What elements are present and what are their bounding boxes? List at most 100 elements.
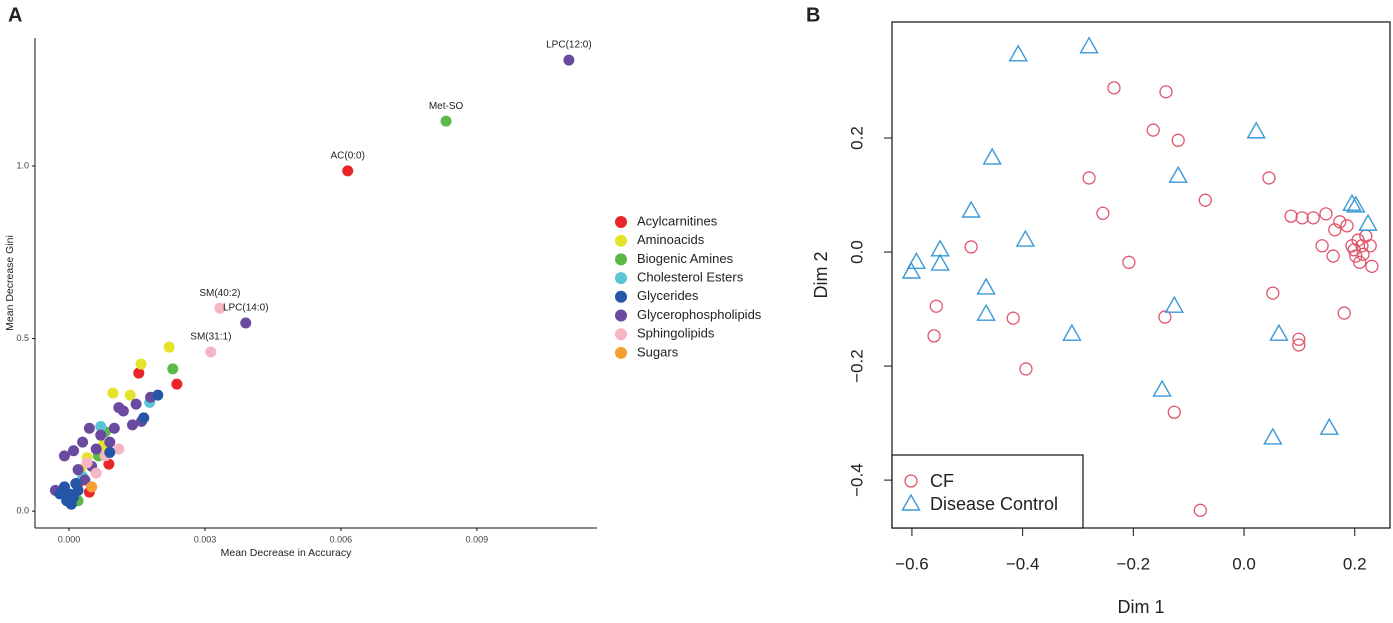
circle-point [1347, 243, 1361, 257]
circle-point [1193, 503, 1207, 517]
circle-point [1359, 229, 1373, 243]
circle-point [1284, 209, 1298, 223]
legend-label: Disease Control [930, 494, 1058, 514]
point [86, 481, 98, 493]
point [113, 443, 125, 455]
point [107, 387, 119, 399]
circle-point [1337, 306, 1351, 320]
x-axis-title: Dim 1 [1117, 597, 1164, 617]
point [126, 419, 138, 431]
point [138, 412, 150, 424]
point [104, 446, 116, 458]
point [70, 477, 82, 489]
point [135, 358, 147, 370]
legend-swatch [615, 346, 627, 359]
point [440, 115, 452, 127]
y-tick-label: −0.4 [847, 463, 866, 497]
circle-point [1096, 206, 1110, 220]
circle-point [1146, 123, 1160, 137]
legend-box [891, 454, 1084, 529]
legend-label: Cholesterol Esters [637, 270, 744, 285]
circle-point [1365, 259, 1379, 273]
point [90, 443, 102, 455]
circle-point [1295, 211, 1309, 225]
x-tick-label: −0.4 [1006, 554, 1040, 573]
point [130, 398, 142, 410]
x-tick-label: 0.000 [58, 534, 81, 544]
triangle-point [1346, 195, 1366, 213]
point [133, 367, 145, 379]
circle-point [1292, 338, 1306, 352]
circle-point [1171, 133, 1185, 147]
circle-point [1292, 332, 1306, 346]
point [108, 422, 120, 434]
circle-point [1266, 286, 1280, 300]
legend-label: Glycerides [637, 288, 699, 303]
legend-swatch [615, 253, 627, 266]
legend-label: Acylcarnitines [637, 213, 718, 228]
panel-label: B [806, 4, 820, 26]
circle-point [1319, 207, 1333, 221]
triangle-point [1269, 323, 1289, 341]
point [240, 317, 252, 329]
circle-point [929, 299, 943, 313]
circle-point [1315, 239, 1329, 253]
circle-point [927, 329, 941, 343]
triangle-point [1342, 193, 1362, 211]
x-tick-label: 0.003 [194, 534, 217, 544]
annotation: LPC(12:0) [546, 40, 592, 51]
triangle-point [1164, 295, 1184, 313]
circle-point [1082, 171, 1096, 185]
circle-point [1019, 362, 1033, 376]
triangle-point [930, 239, 950, 257]
legend-swatch [615, 309, 627, 322]
circle-point [1158, 310, 1172, 324]
triangle-point [1015, 229, 1036, 247]
legend-label: CF [930, 471, 954, 491]
circle-point [1122, 255, 1136, 269]
triangle-point [976, 277, 996, 295]
circle-point [1353, 255, 1367, 269]
triangle-point [930, 253, 950, 271]
triangle-point [1358, 213, 1378, 231]
legend-swatch [615, 272, 627, 285]
circle-point [1198, 193, 1212, 207]
y-tick-label: 0.2 [847, 126, 866, 150]
point [205, 346, 217, 358]
y-tick-label: 0.5 [16, 333, 29, 343]
point [113, 402, 125, 414]
legend-label: Glycerophospholipids [637, 307, 762, 322]
legend-swatch [615, 328, 627, 341]
circle-point [1328, 223, 1342, 237]
point [214, 302, 226, 314]
point [95, 421, 107, 433]
x-tick-label: 0.006 [330, 534, 353, 544]
y-tick-label: 1.0 [16, 160, 29, 170]
point [563, 54, 575, 66]
y-tick-label: −0.2 [847, 349, 866, 383]
x-tick-label: 0.2 [1343, 554, 1367, 573]
legend-label: Sphingolipids [637, 326, 715, 341]
x-tick-label: 0.0 [1232, 554, 1256, 573]
legend-swatch [615, 234, 627, 247]
point [90, 467, 102, 479]
legend-swatch [904, 474, 918, 488]
legend-label: Sugars [637, 344, 679, 359]
legend-swatch [615, 290, 627, 303]
triangle-point [1319, 417, 1339, 435]
circle-point [1107, 81, 1121, 95]
legend-swatch [615, 216, 627, 228]
point [163, 341, 175, 353]
y-axis-title: Mean Decrease Gini [4, 235, 16, 331]
point [103, 458, 115, 470]
circle-point [1006, 311, 1020, 325]
point [83, 422, 95, 434]
point [171, 378, 183, 390]
circle-point [1167, 405, 1181, 419]
annotation: LPC(14:0) [223, 303, 269, 314]
circle-point [1306, 211, 1320, 225]
annotation: SM(31:1) [190, 332, 231, 343]
point [167, 363, 179, 375]
x-tick-label: 0.009 [466, 534, 489, 544]
